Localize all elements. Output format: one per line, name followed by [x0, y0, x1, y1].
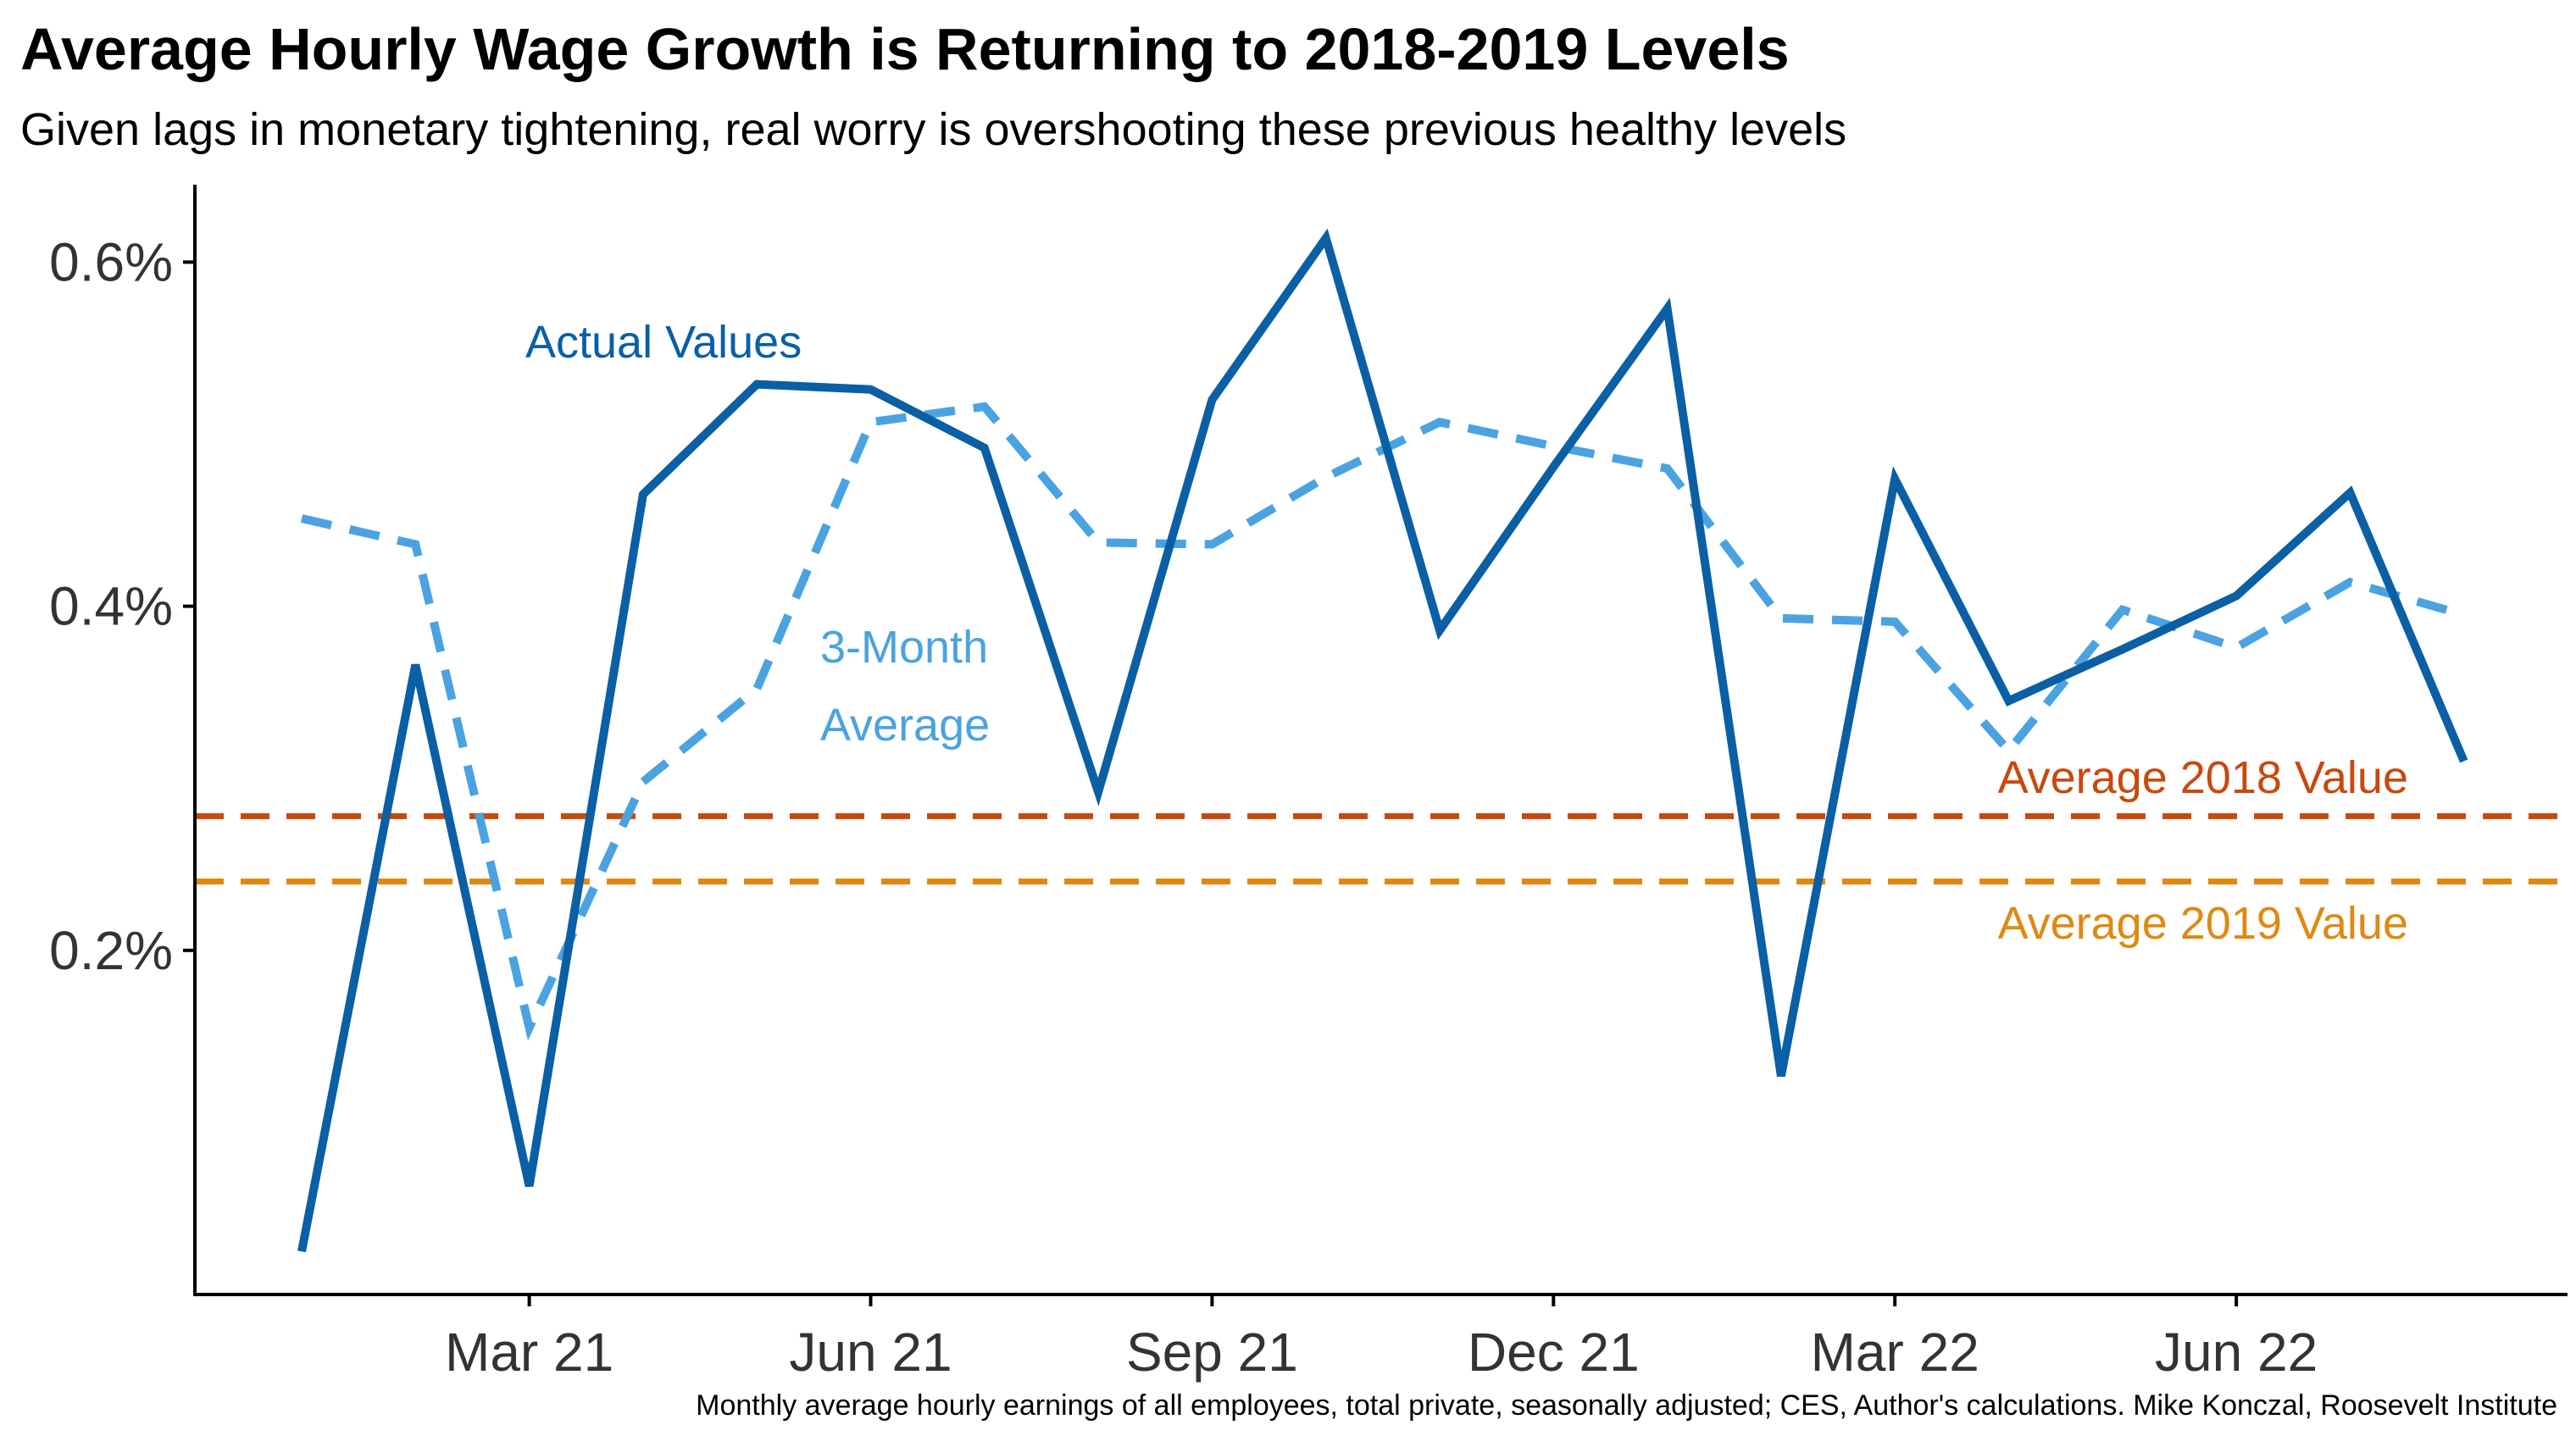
y-tick-label: 0.2% — [49, 920, 173, 981]
x-tick-label: Jun 22 — [2155, 1322, 2318, 1383]
x-axis-ticks: Mar 21 Jun 21 Sep 21 Dec 21 Mar 22 Jun 22 — [445, 1295, 2318, 1383]
series-lines — [297, 228, 2468, 1253]
three-month-average-line — [300, 402, 2466, 1041]
annotation-2018-value: Average 2018 Value — [1998, 752, 2408, 803]
reference-lines — [195, 812, 2568, 885]
y-axis-ticks: 0.2% 0.4% 0.6% — [49, 231, 195, 981]
x-tick-label: Jun 21 — [789, 1322, 952, 1383]
x-tick-label: Mar 22 — [1811, 1322, 1979, 1383]
x-tick-label: Sep 21 — [1126, 1322, 1298, 1383]
chart-subtitle: Given lags in monetary tightening, real … — [20, 104, 1847, 155]
actual-values-line — [297, 228, 2468, 1253]
annotation-2019-value: Average 2019 Value — [1998, 898, 2408, 949]
annotations: Actual Values 3-Month Average Average 2018 … — [525, 317, 2408, 949]
x-tick-label: Dec 21 — [1468, 1322, 1640, 1383]
y-tick-label: 0.6% — [49, 231, 173, 292]
annotation-3-month: 3-Month — [820, 622, 988, 673]
chart-caption: Monthly average hourly earnings of all e… — [696, 1389, 2557, 1422]
chart-title: Average Hourly Wage Growth is Returning … — [20, 16, 1790, 82]
annotation-average: Average — [820, 700, 990, 751]
x-tick-label: Mar 21 — [445, 1322, 613, 1383]
y-tick-label: 0.4% — [49, 576, 173, 637]
annotation-actual-values: Actual Values — [525, 317, 802, 368]
